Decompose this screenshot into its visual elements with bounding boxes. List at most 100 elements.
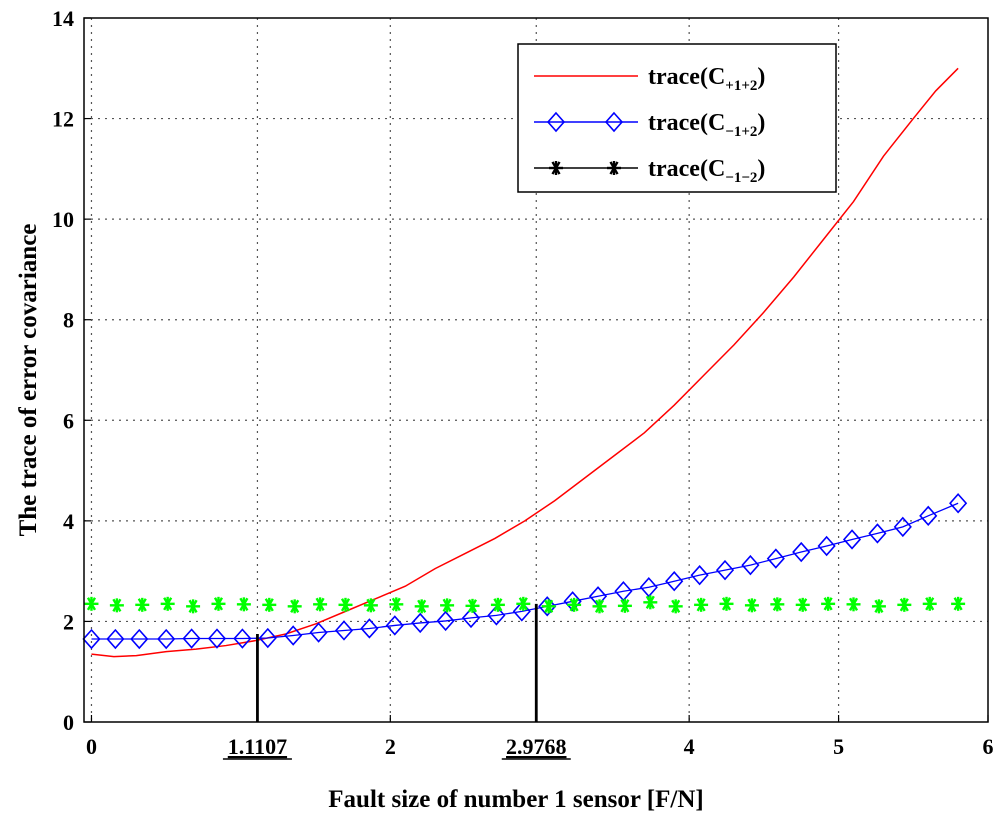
y-tick-label: 6: [63, 408, 74, 433]
data-point: [82, 628, 101, 650]
series-2: [82, 493, 968, 650]
y-tick-label: 4: [63, 509, 74, 534]
grid: [84, 18, 988, 722]
data-point: [363, 598, 378, 613]
data-point: [567, 597, 582, 612]
data-point: [411, 612, 430, 634]
legend-item: trace(C+1+2): [534, 64, 765, 94]
data-point: [236, 597, 251, 612]
legend-marker: [549, 161, 563, 175]
data-point: [130, 628, 149, 650]
x-tick-label: 5: [833, 734, 844, 759]
data-point: [436, 610, 455, 632]
x-tick-label: 2: [385, 734, 396, 759]
data-point: [868, 523, 887, 544]
legend-label: trace(C−1+2): [648, 110, 765, 140]
data-point: [262, 597, 277, 612]
data-point: [541, 599, 556, 614]
series-line: [91, 67, 959, 658]
data-point: [207, 628, 227, 649]
data-point: [516, 596, 531, 611]
data-point: [614, 581, 633, 602]
data-point: [792, 541, 811, 563]
data-point: [334, 620, 354, 641]
data-point: [182, 628, 201, 649]
data-point: [846, 597, 861, 612]
data-point: [715, 559, 735, 581]
data-point: [389, 597, 404, 612]
data-point: [233, 628, 252, 649]
legend-marker: [607, 161, 621, 175]
data-point: [922, 596, 937, 611]
data-point: [157, 628, 176, 650]
data-point: [160, 596, 175, 611]
legend-item: trace(C−1+2): [534, 110, 765, 140]
data-point: [643, 595, 658, 610]
annotation-layer: 1.1107 2.9768: [222, 603, 571, 760]
data-point: [897, 597, 912, 612]
data-point: [135, 597, 150, 612]
data-point: [639, 577, 658, 598]
series-3: [84, 595, 966, 614]
data-point: [186, 599, 201, 614]
data-point: [842, 529, 862, 550]
data-point: [871, 599, 886, 614]
data-point: [817, 535, 836, 557]
x-tick-label: 6: [983, 734, 994, 759]
tick-labels: 0 2 4 5 6 0 2 4 6 8 10 12 14: [52, 6, 994, 759]
data-point: [668, 599, 683, 614]
data-point: [385, 615, 404, 636]
y-tick-label: 10: [52, 207, 74, 232]
data-point: [821, 596, 836, 611]
data-point: [795, 597, 810, 612]
x-tick-label: 4: [684, 734, 695, 759]
data-point: [563, 591, 582, 612]
data-point: [766, 548, 785, 569]
data-point: [465, 598, 480, 613]
series-1: [91, 67, 959, 658]
annotation-label: 1.1107: [228, 734, 287, 759]
data-point: [414, 599, 429, 614]
data-point: [538, 596, 557, 617]
data-point: [360, 618, 379, 639]
legend: trace(C+1+2) trace(C−1+2) trace(C−1−2): [517, 43, 837, 193]
data-point: [287, 599, 302, 614]
y-tick-label: 2: [63, 609, 74, 634]
data-point: [109, 598, 124, 613]
data-point: [313, 597, 328, 612]
data-point: [258, 627, 277, 649]
data-point: [84, 596, 99, 611]
y-tick-label: 0: [63, 710, 74, 735]
y-tick-label: 12: [52, 107, 74, 132]
data-point: [211, 596, 226, 611]
x-axis-label: Fault size of number 1 sensor [F/N]: [328, 786, 703, 813]
data-point: [951, 596, 966, 611]
data-point: [770, 597, 785, 612]
data-point: [919, 505, 938, 527]
y-tick-label: 8: [63, 308, 74, 333]
data-point: [741, 554, 760, 576]
series-layer: [82, 67, 968, 658]
legend-marker: [546, 111, 566, 133]
legend-marker: [604, 111, 624, 133]
data-point: [487, 605, 506, 626]
data-point: [461, 607, 481, 629]
data-point: [440, 598, 455, 613]
data-point: [106, 628, 125, 650]
x-tick-label: 0: [86, 734, 97, 759]
legend-item: trace(C−1−2): [534, 156, 765, 186]
data-point: [744, 598, 759, 613]
data-point: [490, 597, 505, 612]
data-point: [893, 516, 912, 538]
data-point: [690, 564, 709, 586]
y-tick-label: 14: [52, 6, 74, 31]
data-point: [284, 625, 303, 646]
plot-frame: [83, 17, 989, 723]
data-point: [617, 598, 632, 613]
legend-label: trace(C−1−2): [648, 156, 765, 186]
data-point: [949, 493, 968, 514]
annotation-label: 2.9768: [506, 734, 567, 759]
data-point: [719, 596, 734, 611]
y-axis-label: The trace of error covariance: [15, 224, 42, 537]
